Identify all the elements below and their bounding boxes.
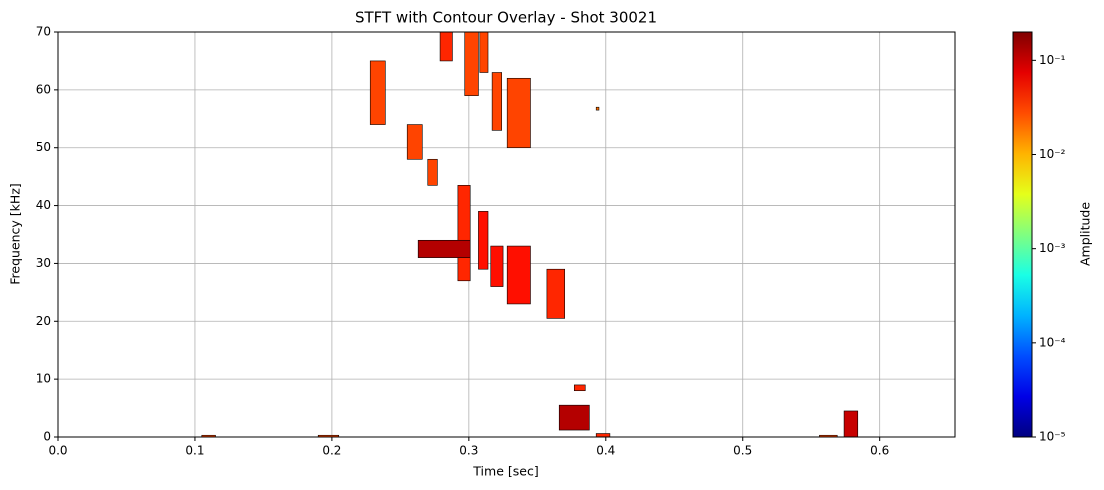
spectral-patch [491, 72, 503, 131]
y-tick-label: 0 [43, 430, 51, 444]
y-tick-label: 30 [36, 256, 51, 270]
spectral-patch [369, 60, 386, 125]
chart-title: STFT with Contour Overlay - Shot 30021 [355, 9, 657, 27]
spectral-patch [506, 245, 531, 305]
spectral-patch [558, 404, 590, 431]
spectral-patch [595, 106, 600, 111]
spectral-patch [595, 433, 611, 438]
y-tick-label: 10 [36, 372, 51, 386]
spectral-patch [546, 268, 566, 319]
x-tick-label: 0.1 [185, 444, 204, 458]
x-tick-label: 0.5 [733, 444, 752, 458]
y-tick-label: 40 [36, 198, 51, 212]
spectral-patch [457, 185, 471, 282]
colorbar [1012, 31, 1033, 438]
y-axis-label: Frequency [kHz] [8, 183, 23, 285]
plot-frame [57, 31, 956, 438]
colorbar-tick-label: 10⁻⁵ [1039, 430, 1066, 444]
spectral-patch [427, 158, 438, 186]
x-tick-label: 0.4 [596, 444, 615, 458]
spectral-patch [478, 211, 489, 270]
spectral-patch [490, 245, 504, 287]
spectral-patch [406, 124, 423, 160]
spectral-patch [573, 384, 586, 392]
spectral-patch [464, 31, 479, 96]
colorbar-tick-label: 10⁻⁴ [1039, 335, 1066, 349]
spectral-patch [843, 410, 859, 438]
x-axis-label: Time [sec] [472, 464, 538, 479]
spectral-patch [439, 31, 453, 62]
spectral-patch [417, 239, 471, 258]
spectral-patch [506, 77, 531, 149]
y-tick-label: 60 [36, 82, 51, 96]
x-tick-label: 0.2 [322, 444, 341, 458]
colorbar-tick-label: 10⁻² [1039, 147, 1066, 161]
colorbar-tick-label: 10⁻¹ [1039, 53, 1066, 67]
colorbar-label: Amplitude [1078, 202, 1093, 266]
y-tick-label: 50 [36, 140, 51, 154]
y-tick-label: 20 [36, 314, 51, 328]
colorbar-tick-label: 10⁻³ [1039, 241, 1066, 255]
y-tick-label: 70 [36, 25, 51, 39]
x-tick-label: 0.6 [870, 444, 889, 458]
x-tick-label: 0.0 [48, 444, 67, 458]
spectral-patch [479, 31, 489, 73]
x-tick-label: 0.3 [459, 444, 478, 458]
